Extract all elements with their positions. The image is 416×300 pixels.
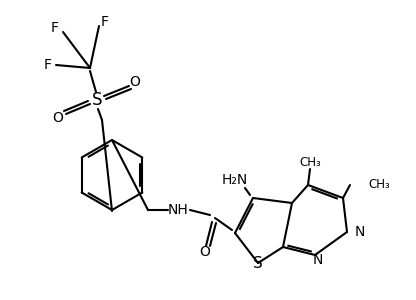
Text: CH₃: CH₃ xyxy=(368,178,390,191)
Text: O: O xyxy=(52,111,63,125)
Text: F: F xyxy=(51,21,59,35)
Text: N: N xyxy=(355,225,365,239)
Text: F: F xyxy=(101,15,109,29)
Text: NH: NH xyxy=(168,203,188,217)
Text: CH₃: CH₃ xyxy=(299,155,321,169)
Text: S: S xyxy=(253,256,263,271)
Text: O: O xyxy=(200,245,210,259)
Text: H₂N: H₂N xyxy=(222,173,248,187)
Text: S: S xyxy=(92,91,102,109)
Text: O: O xyxy=(129,75,141,89)
Text: F: F xyxy=(44,58,52,72)
Text: N: N xyxy=(313,253,323,267)
